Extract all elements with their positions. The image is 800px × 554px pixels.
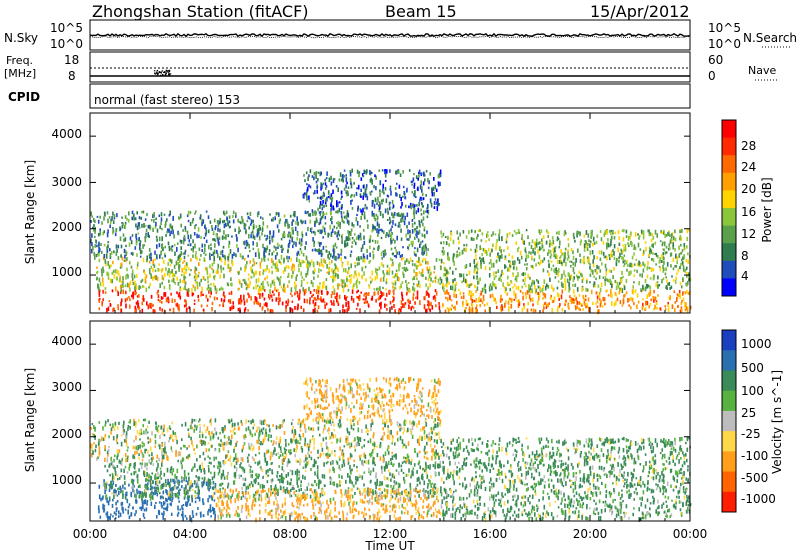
vel-cb-tick-100: 100 [741,384,764,398]
nsky-label: N.Sky [4,31,39,45]
velocity-colorbar-frame [721,329,737,513]
power-ytick-1000: 1000 [51,265,82,279]
date-title: 15/Apr/2012 [590,2,690,21]
xtick-2: 08:00 [272,527,308,541]
velocity-colorbar-segment [722,491,736,513]
power-colorbar-segment [722,172,736,191]
power-cb-tick-8: 8 [741,249,749,263]
power-cb-tick-28: 28 [741,139,757,153]
power-colorbar-segment [722,278,736,297]
velocity-scatter [90,376,692,523]
cpid-panel-frame [89,83,691,109]
velocity-colorbar-segment [722,330,736,351]
power-ytick-4000: 4000 [51,127,82,141]
power-ylabel: Slant Range [km] [23,159,37,265]
vel-cb-tick-25: 25 [741,406,757,420]
freq-tick-low: 8 [68,69,76,83]
freq-tick-high: 18 [64,53,80,67]
power-cb-tick-16: 16 [741,205,757,219]
vel-cb-tick-m25: -25 [741,427,761,441]
velocity-ytick-4000: 4000 [51,334,82,348]
velocity-ytick-3000: 3000 [51,380,82,394]
power-cb-tick-4: 4 [741,269,749,283]
vel-cb-tick-m1000: -1000 [741,492,776,506]
power-colorbar-segment [722,155,736,174]
power-cb-tick-20: 20 [741,182,757,196]
power-colorbar-segment [722,225,736,244]
velocity-colorbar-segment [722,390,736,412]
vel-cb-tick-m500: -500 [741,471,769,485]
nave-tick-low: 0 [708,69,716,83]
velocity-colorbar-segment [722,471,736,493]
nsearch-tick-high: 10^5 [708,21,741,35]
velocity-colorbar-segment [722,350,736,371]
velocity-ytick-2000: 2000 [51,427,82,441]
velocity-ytick-1000: 1000 [51,473,82,487]
freq-label: Freq. [6,54,34,67]
station-title: Zhongshan Station (fitACF) [92,2,309,21]
vel-cb-tick-1000: 1000 [741,337,772,351]
power-cb-label: Power [dB] [760,177,774,243]
power-colorbar-frame [721,119,737,297]
power-colorbar-segment [722,260,736,279]
xtick-1: 04:00 [172,527,208,541]
noise-tick-low: 10^0 [50,37,83,51]
xtick-4: 16:00 [472,527,508,541]
nsearch-label: N.Search [743,31,798,45]
power-colorbar-segment [722,208,736,227]
velocity-cb-label: Velocity [m s^-1] [770,369,784,475]
velocity-ylabel: Slant Range [km] [23,367,37,473]
xtick-3: 12:00 [372,527,408,541]
nsearch-tick-low: 10^0 [708,37,741,51]
vel-cb-tick-500: 500 [741,361,764,375]
power-colorbar-segment [722,137,736,156]
power-colorbar-segment [722,120,736,139]
velocity-colorbar-segment [722,410,736,432]
velocity-colorbar-segment [722,431,736,452]
xtick-0: 00:00 [72,527,108,541]
xtick-5: 20:00 [572,527,608,541]
power-colorbar-segment [722,243,736,262]
cpid-value: normal (fast stereo) 153 [94,93,241,107]
power-ytick-2000: 2000 [51,220,82,234]
power-cb-tick-12: 12 [741,227,757,241]
nsearch-trace [89,35,691,39]
nsky-trace [89,32,691,38]
velocity-colorbar-segment [722,370,736,392]
power-ytick-3000: 3000 [51,175,82,189]
nave-label: Nave [748,64,777,77]
xlabel: Time UT [365,539,415,553]
freq-nave-panel-frame [89,51,691,83]
beam-title: Beam 15 [385,2,457,21]
noise-tick-high: 10^5 [50,21,83,35]
power-cb-tick-24: 24 [741,160,757,174]
xtick-6: 00:00 [672,527,708,541]
vel-cb-tick-m100: -100 [741,449,769,463]
nave-tick-high: 60 [708,53,724,67]
freq-unit-label: [MHz] [4,67,37,80]
power-colorbar-segment [722,190,736,209]
power-scatter [90,168,692,315]
freq-jitter [153,69,172,77]
velocity-colorbar-segment [722,451,736,473]
cpid-label: CPID [8,90,41,104]
